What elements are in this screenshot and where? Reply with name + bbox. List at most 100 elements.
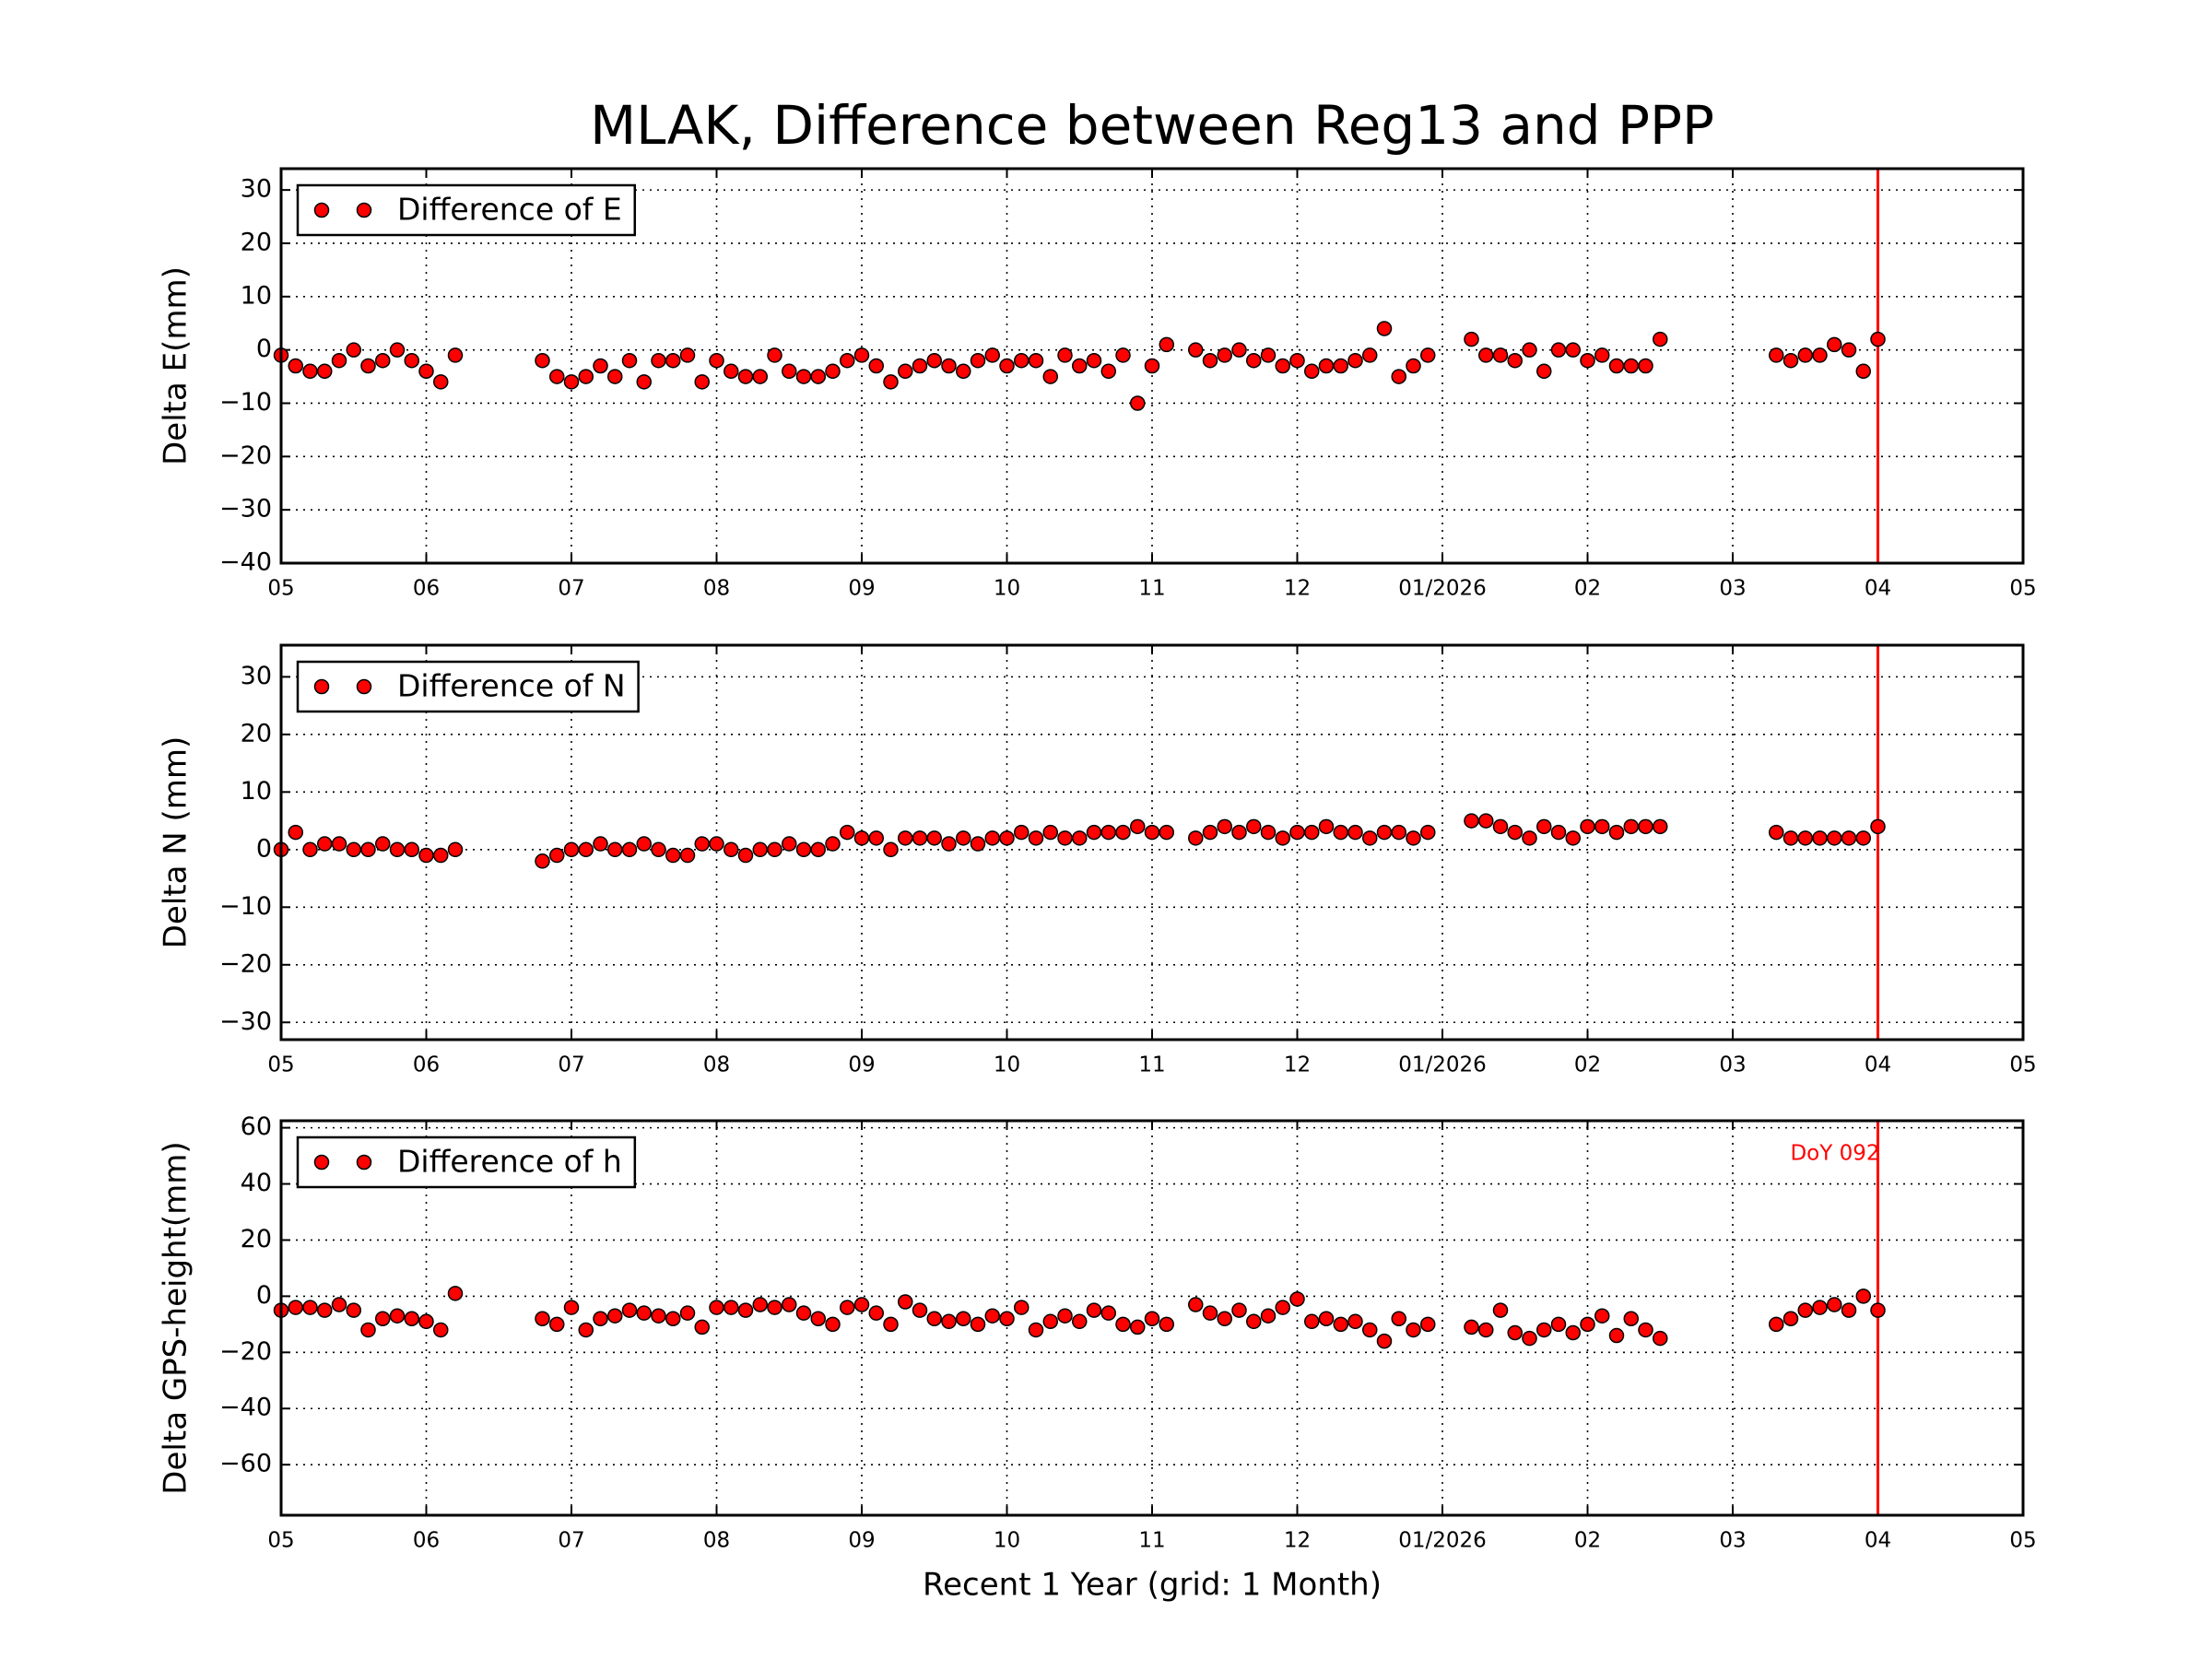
data-point <box>1536 818 1552 835</box>
data-point <box>767 347 782 363</box>
data-point <box>1797 1302 1813 1318</box>
data-point <box>970 1316 986 1333</box>
data-point <box>1159 824 1174 841</box>
data-point <box>737 847 754 864</box>
x-tick-label: 01/2026 <box>1398 1053 1487 1077</box>
x-tick-label: 03 <box>1719 577 1746 601</box>
x-tick-label: 02 <box>1574 577 1601 601</box>
data-point <box>1042 1313 1058 1330</box>
data-point <box>679 1305 696 1321</box>
data-point <box>302 1300 318 1315</box>
data-point <box>1289 1291 1305 1307</box>
data-point <box>302 841 318 858</box>
data-point <box>1492 818 1509 835</box>
legend-marker <box>313 202 330 218</box>
data-point <box>898 1294 913 1310</box>
data-point <box>1536 1322 1552 1338</box>
data-point <box>1376 321 1393 336</box>
data-point <box>782 1297 797 1312</box>
data-point <box>970 352 986 369</box>
x-tick-label: 06 <box>413 577 440 601</box>
data-point <box>1870 1302 1886 1318</box>
data-point <box>593 836 608 852</box>
data-point <box>1565 1324 1581 1341</box>
data-point <box>941 1313 957 1330</box>
data-point <box>1464 813 1479 829</box>
data-point <box>1318 818 1335 835</box>
data-point <box>898 363 913 380</box>
y-axis-label: Delta E(mm) <box>158 266 194 465</box>
data-point <box>607 369 623 384</box>
data-point <box>1812 830 1828 846</box>
data-point <box>317 836 333 852</box>
data-point <box>1827 336 1842 353</box>
data-point <box>1318 358 1335 374</box>
y-tick-label: 0 <box>256 335 272 363</box>
data-point <box>724 841 739 858</box>
legend-marker <box>313 678 330 695</box>
x-tick-label: 04 <box>1865 1529 1891 1553</box>
data-point <box>1057 347 1073 363</box>
y-tick-label: −20 <box>219 949 272 978</box>
data-point <box>694 374 710 390</box>
legend-label: Difference of h <box>397 1144 622 1180</box>
annotation: DoY 092 <box>1790 1142 1879 1166</box>
legend-marker <box>313 1154 330 1171</box>
data-point <box>679 847 696 864</box>
data-point <box>302 363 318 380</box>
data-point <box>1376 1333 1393 1349</box>
x-tick-label: 04 <box>1865 577 1891 601</box>
data-point <box>1391 369 1406 384</box>
data-point <box>1188 1297 1204 1312</box>
data-point <box>651 841 666 858</box>
data-point <box>1159 336 1174 353</box>
data-point <box>926 352 942 369</box>
data-point <box>853 1297 870 1312</box>
data-point <box>1347 1313 1363 1330</box>
data-point <box>1347 824 1363 841</box>
data-point <box>404 841 419 858</box>
data-point <box>1420 824 1436 841</box>
data-point <box>724 1300 739 1315</box>
data-point <box>288 1300 303 1315</box>
data-point <box>1246 352 1262 369</box>
x-tick-label: 02 <box>1574 1529 1601 1553</box>
data-point <box>535 1311 550 1327</box>
data-point <box>1057 830 1073 846</box>
data-point <box>665 847 681 864</box>
data-point <box>795 1305 812 1321</box>
data-point <box>1231 824 1247 841</box>
data-point <box>375 836 391 852</box>
data-point <box>1159 1316 1174 1333</box>
data-point <box>795 841 812 858</box>
data-point <box>1522 830 1537 846</box>
data-point <box>1202 824 1218 841</box>
legend-box <box>296 660 640 713</box>
data-point <box>447 841 464 858</box>
legend: Difference of E <box>296 183 637 237</box>
data-point <box>665 352 681 369</box>
data-point <box>868 358 884 374</box>
data-point <box>404 352 419 369</box>
data-point <box>926 830 942 846</box>
data-point <box>1391 1311 1406 1327</box>
data-point <box>1217 347 1232 363</box>
x-tick-label: 05 <box>2009 1053 2036 1077</box>
data-point <box>1478 1322 1494 1338</box>
data-point <box>1333 824 1348 841</box>
data-point <box>1522 342 1537 358</box>
data-point <box>1653 1330 1668 1347</box>
data-point <box>868 1305 884 1321</box>
data-point <box>1231 342 1247 358</box>
data-point <box>1783 830 1799 846</box>
data-point <box>956 830 971 846</box>
x-tick-label: 11 <box>1138 577 1165 601</box>
data-point <box>593 358 608 374</box>
legend: Difference of h <box>296 1135 637 1189</box>
data-point <box>1144 1311 1160 1327</box>
data-point <box>1492 1302 1509 1318</box>
axes-frame <box>279 643 2025 1041</box>
data-point <box>418 363 434 380</box>
